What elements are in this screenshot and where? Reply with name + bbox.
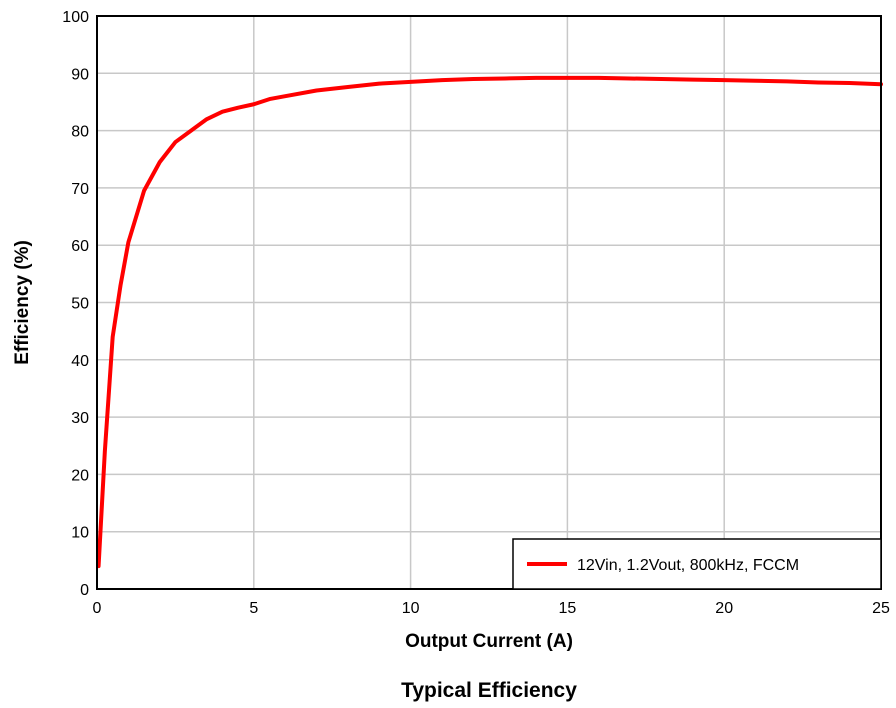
x-tick-label: 15 (559, 600, 577, 617)
y-tick-label: 10 (71, 525, 89, 542)
y-tick-label: 40 (71, 353, 89, 370)
legend-label: 12Vin, 1.2Vout, 800kHz, FCCM (577, 557, 799, 574)
plot-frame (96, 15, 882, 590)
y-tick-label: 90 (71, 66, 89, 83)
y-tick-label: 80 (71, 124, 89, 141)
y-tick-label: 60 (71, 238, 89, 255)
x-tick-label: 0 (93, 600, 102, 617)
y-tick-label: 0 (80, 582, 89, 599)
y-tick-label: 30 (71, 410, 89, 427)
y-tick-label: 100 (62, 9, 89, 26)
x-tick-label: 25 (872, 600, 890, 617)
y-tick-labels: 0 10 20 30 40 50 60 70 80 90 100 (62, 9, 89, 599)
x-tick-label: 5 (249, 600, 258, 617)
legend: 12Vin, 1.2Vout, 800kHz, FCCM (512, 538, 882, 590)
x-tick-label: 10 (402, 600, 420, 617)
y-tick-label: 70 (71, 181, 89, 198)
y-axis-title: Efficiency (%) (12, 240, 33, 365)
y-tick-label: 50 (71, 296, 89, 313)
y-tick-label: 20 (71, 467, 89, 484)
x-axis-title: Output Current (A) (405, 631, 573, 652)
x-tick-label: 20 (715, 600, 733, 617)
figure-caption: Typical Efficiency (401, 679, 577, 702)
legend-box (512, 538, 882, 590)
x-tick-labels: 0 5 10 15 20 25 (93, 600, 890, 617)
grid-lines (97, 16, 881, 589)
series-layer (96, 75, 883, 569)
series-line (96, 75, 883, 569)
